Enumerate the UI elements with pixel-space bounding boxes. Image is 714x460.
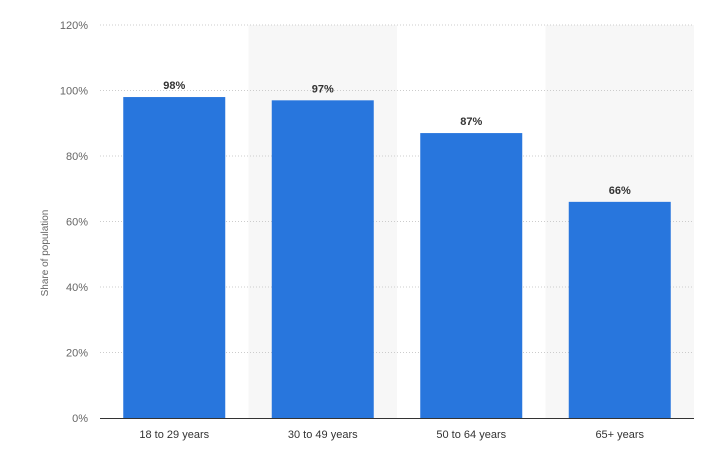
- bars: [123, 97, 671, 419]
- data-label: 66%: [609, 185, 631, 197]
- x-tick-label: 65+ years: [595, 429, 644, 441]
- data-label: 87%: [460, 116, 482, 128]
- data-label: 97%: [312, 83, 334, 95]
- y-tick-label: 100%: [60, 86, 88, 98]
- bar[interactable]: [123, 97, 226, 419]
- x-tick-label: 30 to 49 years: [288, 429, 358, 441]
- y-tick-label: 20%: [66, 348, 88, 360]
- y-tick-label: 60%: [66, 217, 88, 229]
- y-axis-title: Share of population: [40, 210, 51, 297]
- y-tick-label: 40%: [66, 282, 88, 294]
- bar[interactable]: [568, 201, 671, 418]
- y-tick-label: 120%: [60, 20, 88, 32]
- y-tick-label: 80%: [66, 151, 88, 163]
- bar[interactable]: [420, 133, 523, 418]
- data-label: 98%: [163, 80, 185, 92]
- x-tick-label: 18 to 29 years: [139, 429, 209, 441]
- x-axis-ticks: 18 to 29 years 30 to 49 years 50 to 64 yea…: [139, 429, 644, 441]
- bar[interactable]: [271, 100, 374, 418]
- y-tick-label: 0%: [72, 413, 88, 425]
- data-labels: 98% 97% 87% 66%: [163, 80, 631, 197]
- y-axis-ticks: 0% 20% 40% 60% 80% 100% 120%: [60, 20, 88, 425]
- x-tick-label: 50 to 64 years: [436, 429, 506, 441]
